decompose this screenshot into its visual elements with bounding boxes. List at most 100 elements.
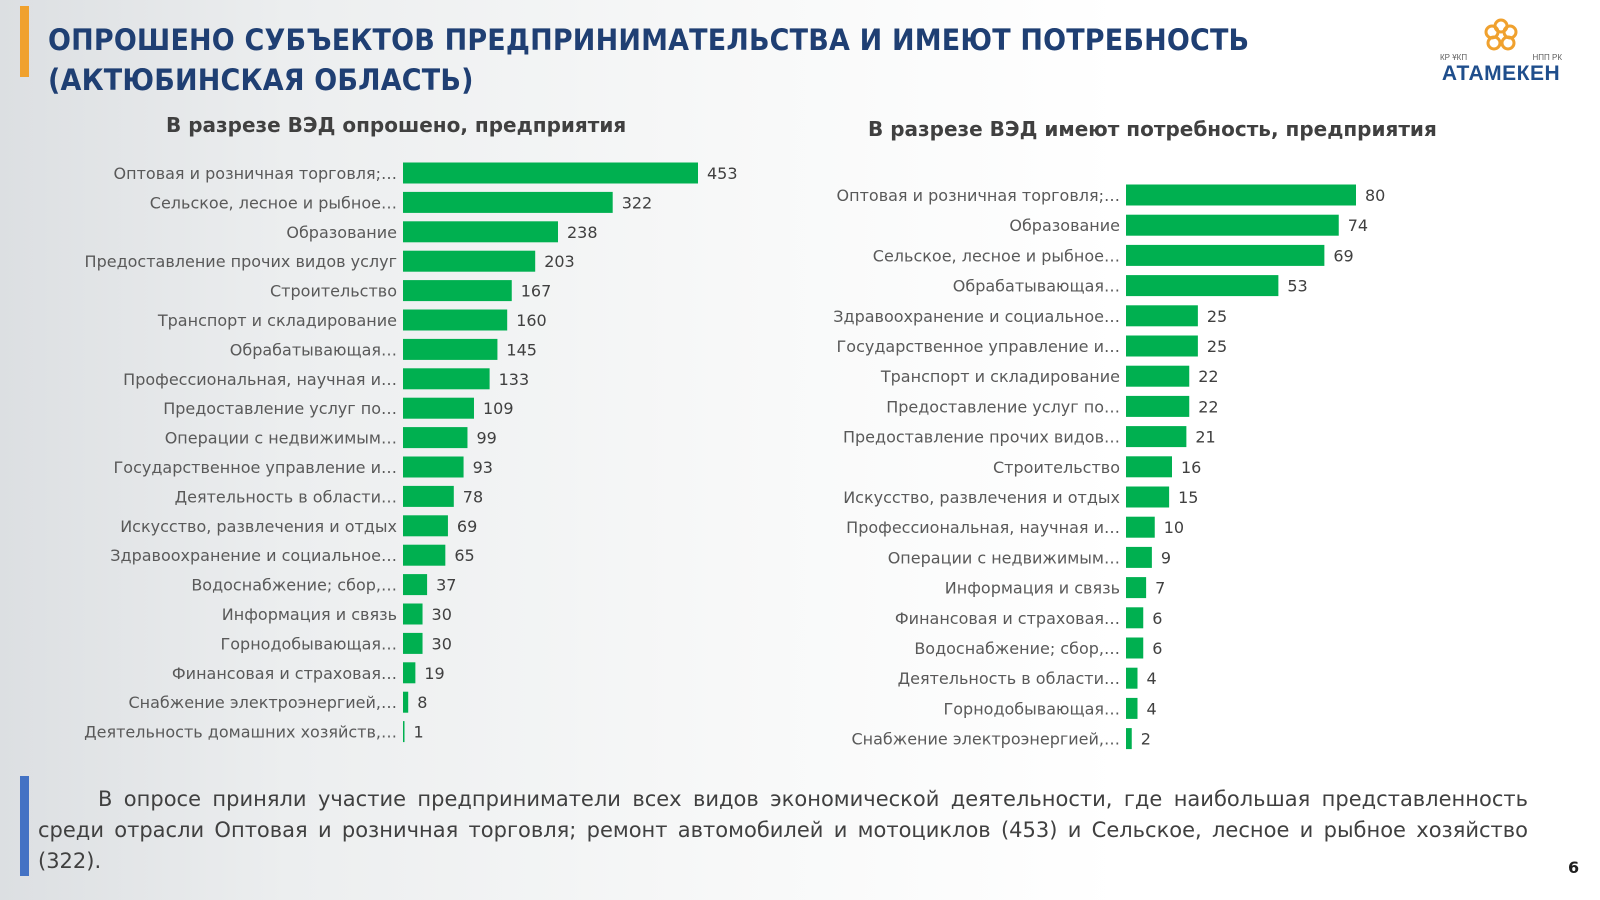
page-title-line1: ОПРОШЕНО СУБЪЕКТОВ ПРЕДПРИНИМАТЕЛЬСТВА И… <box>48 23 1250 57</box>
bar <box>1126 214 1339 236</box>
bar <box>1126 184 1356 206</box>
value-label: 69 <box>1333 246 1353 265</box>
category-label: Государственное управление и… <box>114 458 397 477</box>
value-label: 30 <box>432 634 452 653</box>
bar <box>403 632 423 654</box>
bar <box>403 691 409 713</box>
value-label: 4 <box>1147 669 1157 688</box>
logo-left-caption: КР ҰКП <box>1440 53 1468 62</box>
page-number: 6 <box>1568 858 1580 877</box>
bar <box>1126 305 1198 327</box>
value-label: 6 <box>1152 639 1162 658</box>
category-label: Строительство <box>993 458 1120 477</box>
category-label: Профессиональная, научная и… <box>846 518 1120 537</box>
category-label: Финансовая и страховая… <box>172 664 397 683</box>
category-label: Информация и связь <box>222 605 397 624</box>
right-chart-title: В разрезе ВЭД имеют потребность, предпри… <box>868 117 1437 141</box>
category-label: Операции с недвижимым… <box>165 429 397 448</box>
value-label: 74 <box>1348 216 1368 235</box>
bar <box>1126 395 1190 417</box>
category-label: Оптовая и розничная торговля;… <box>837 186 1120 205</box>
category-label: Снабжение электроэнергией,… <box>128 693 397 712</box>
bar <box>403 191 613 213</box>
value-label: 109 <box>483 399 514 418</box>
category-label: Деятельность домашних хозяйств,… <box>84 723 397 742</box>
category-label: Информация и связь <box>945 579 1120 598</box>
atameken-logo: КР ҰКП НПП РК АТАМЕКЕН <box>1436 16 1566 96</box>
value-label: 80 <box>1365 186 1385 205</box>
bar <box>1126 335 1198 357</box>
value-label: 16 <box>1181 458 1201 477</box>
value-label: 53 <box>1287 277 1307 296</box>
bar <box>403 221 558 243</box>
bar <box>1126 365 1190 387</box>
bar <box>1126 275 1279 297</box>
bar <box>403 397 474 419</box>
category-label: Предоставление услуг по… <box>886 397 1120 416</box>
value-label: 453 <box>707 164 738 183</box>
left-chart-title: В разрезе ВЭД опрошено, предприятия <box>166 113 627 137</box>
bar <box>1126 607 1144 629</box>
bar <box>403 250 536 272</box>
value-label: 30 <box>432 605 452 624</box>
atameken-flower-icon <box>1484 18 1518 51</box>
bar <box>403 515 448 537</box>
bar <box>1126 728 1132 750</box>
value-label: 238 <box>567 223 598 242</box>
bar <box>403 368 490 390</box>
value-label: 37 <box>436 576 456 595</box>
category-label: Водоснабжение; сбор,… <box>914 639 1120 658</box>
category-label: Горнодобывающая… <box>943 699 1120 718</box>
category-label: Транспорт и складирование <box>157 311 397 330</box>
bar <box>1126 637 1144 659</box>
category-label: Предоставление прочих видов услуг <box>85 252 397 271</box>
value-label: 9 <box>1161 548 1171 567</box>
title-accent-bar <box>20 6 29 77</box>
value-label: 145 <box>506 340 537 359</box>
bar <box>403 544 446 566</box>
page-title-line2: (АКТЮБИНСКАЯ ОБЛАСТЬ) <box>48 63 474 97</box>
category-label: Строительство <box>270 282 397 301</box>
category-label: Деятельность в области… <box>898 669 1120 688</box>
category-label: Операции с недвижимым… <box>888 548 1120 567</box>
bar <box>403 309 508 331</box>
value-label: 167 <box>521 282 552 301</box>
bar <box>1126 456 1172 478</box>
value-label: 15 <box>1178 488 1198 507</box>
bar <box>1126 486 1170 508</box>
value-label: 22 <box>1198 397 1218 416</box>
category-label: Снабжение электроэнергией,… <box>851 730 1120 749</box>
bar <box>403 662 416 684</box>
category-label: Финансовая и страховая… <box>895 609 1120 628</box>
category-label: Водоснабжение; сбор,… <box>191 576 397 595</box>
value-label: 322 <box>622 193 653 212</box>
value-label: 25 <box>1207 337 1227 356</box>
bar <box>1126 667 1138 689</box>
category-label: Здравоохранение и социальное… <box>110 546 397 565</box>
category-label: Деятельность в области… <box>175 487 397 506</box>
bar <box>403 721 405 743</box>
category-label: Образование <box>286 223 397 242</box>
value-label: 10 <box>1164 518 1184 537</box>
value-label: 69 <box>457 517 477 536</box>
bar <box>403 338 498 360</box>
value-label: 93 <box>473 458 493 477</box>
category-label: Обрабатывающая… <box>953 277 1120 296</box>
category-label: Государственное управление и… <box>837 337 1120 356</box>
bar <box>1126 516 1155 538</box>
value-label: 133 <box>499 370 530 389</box>
value-label: 99 <box>476 429 496 448</box>
bar <box>403 162 698 184</box>
category-label: Оптовая и розничная торговля;… <box>114 164 397 183</box>
bar <box>403 485 454 507</box>
value-label: 7 <box>1155 579 1165 598</box>
value-label: 21 <box>1195 428 1215 447</box>
bar <box>1126 577 1147 599</box>
value-label: 1 <box>414 723 424 742</box>
value-label: 2 <box>1141 730 1151 749</box>
value-label: 19 <box>424 664 444 683</box>
category-label: Предоставление прочих видов… <box>843 428 1120 447</box>
bar <box>403 456 464 478</box>
